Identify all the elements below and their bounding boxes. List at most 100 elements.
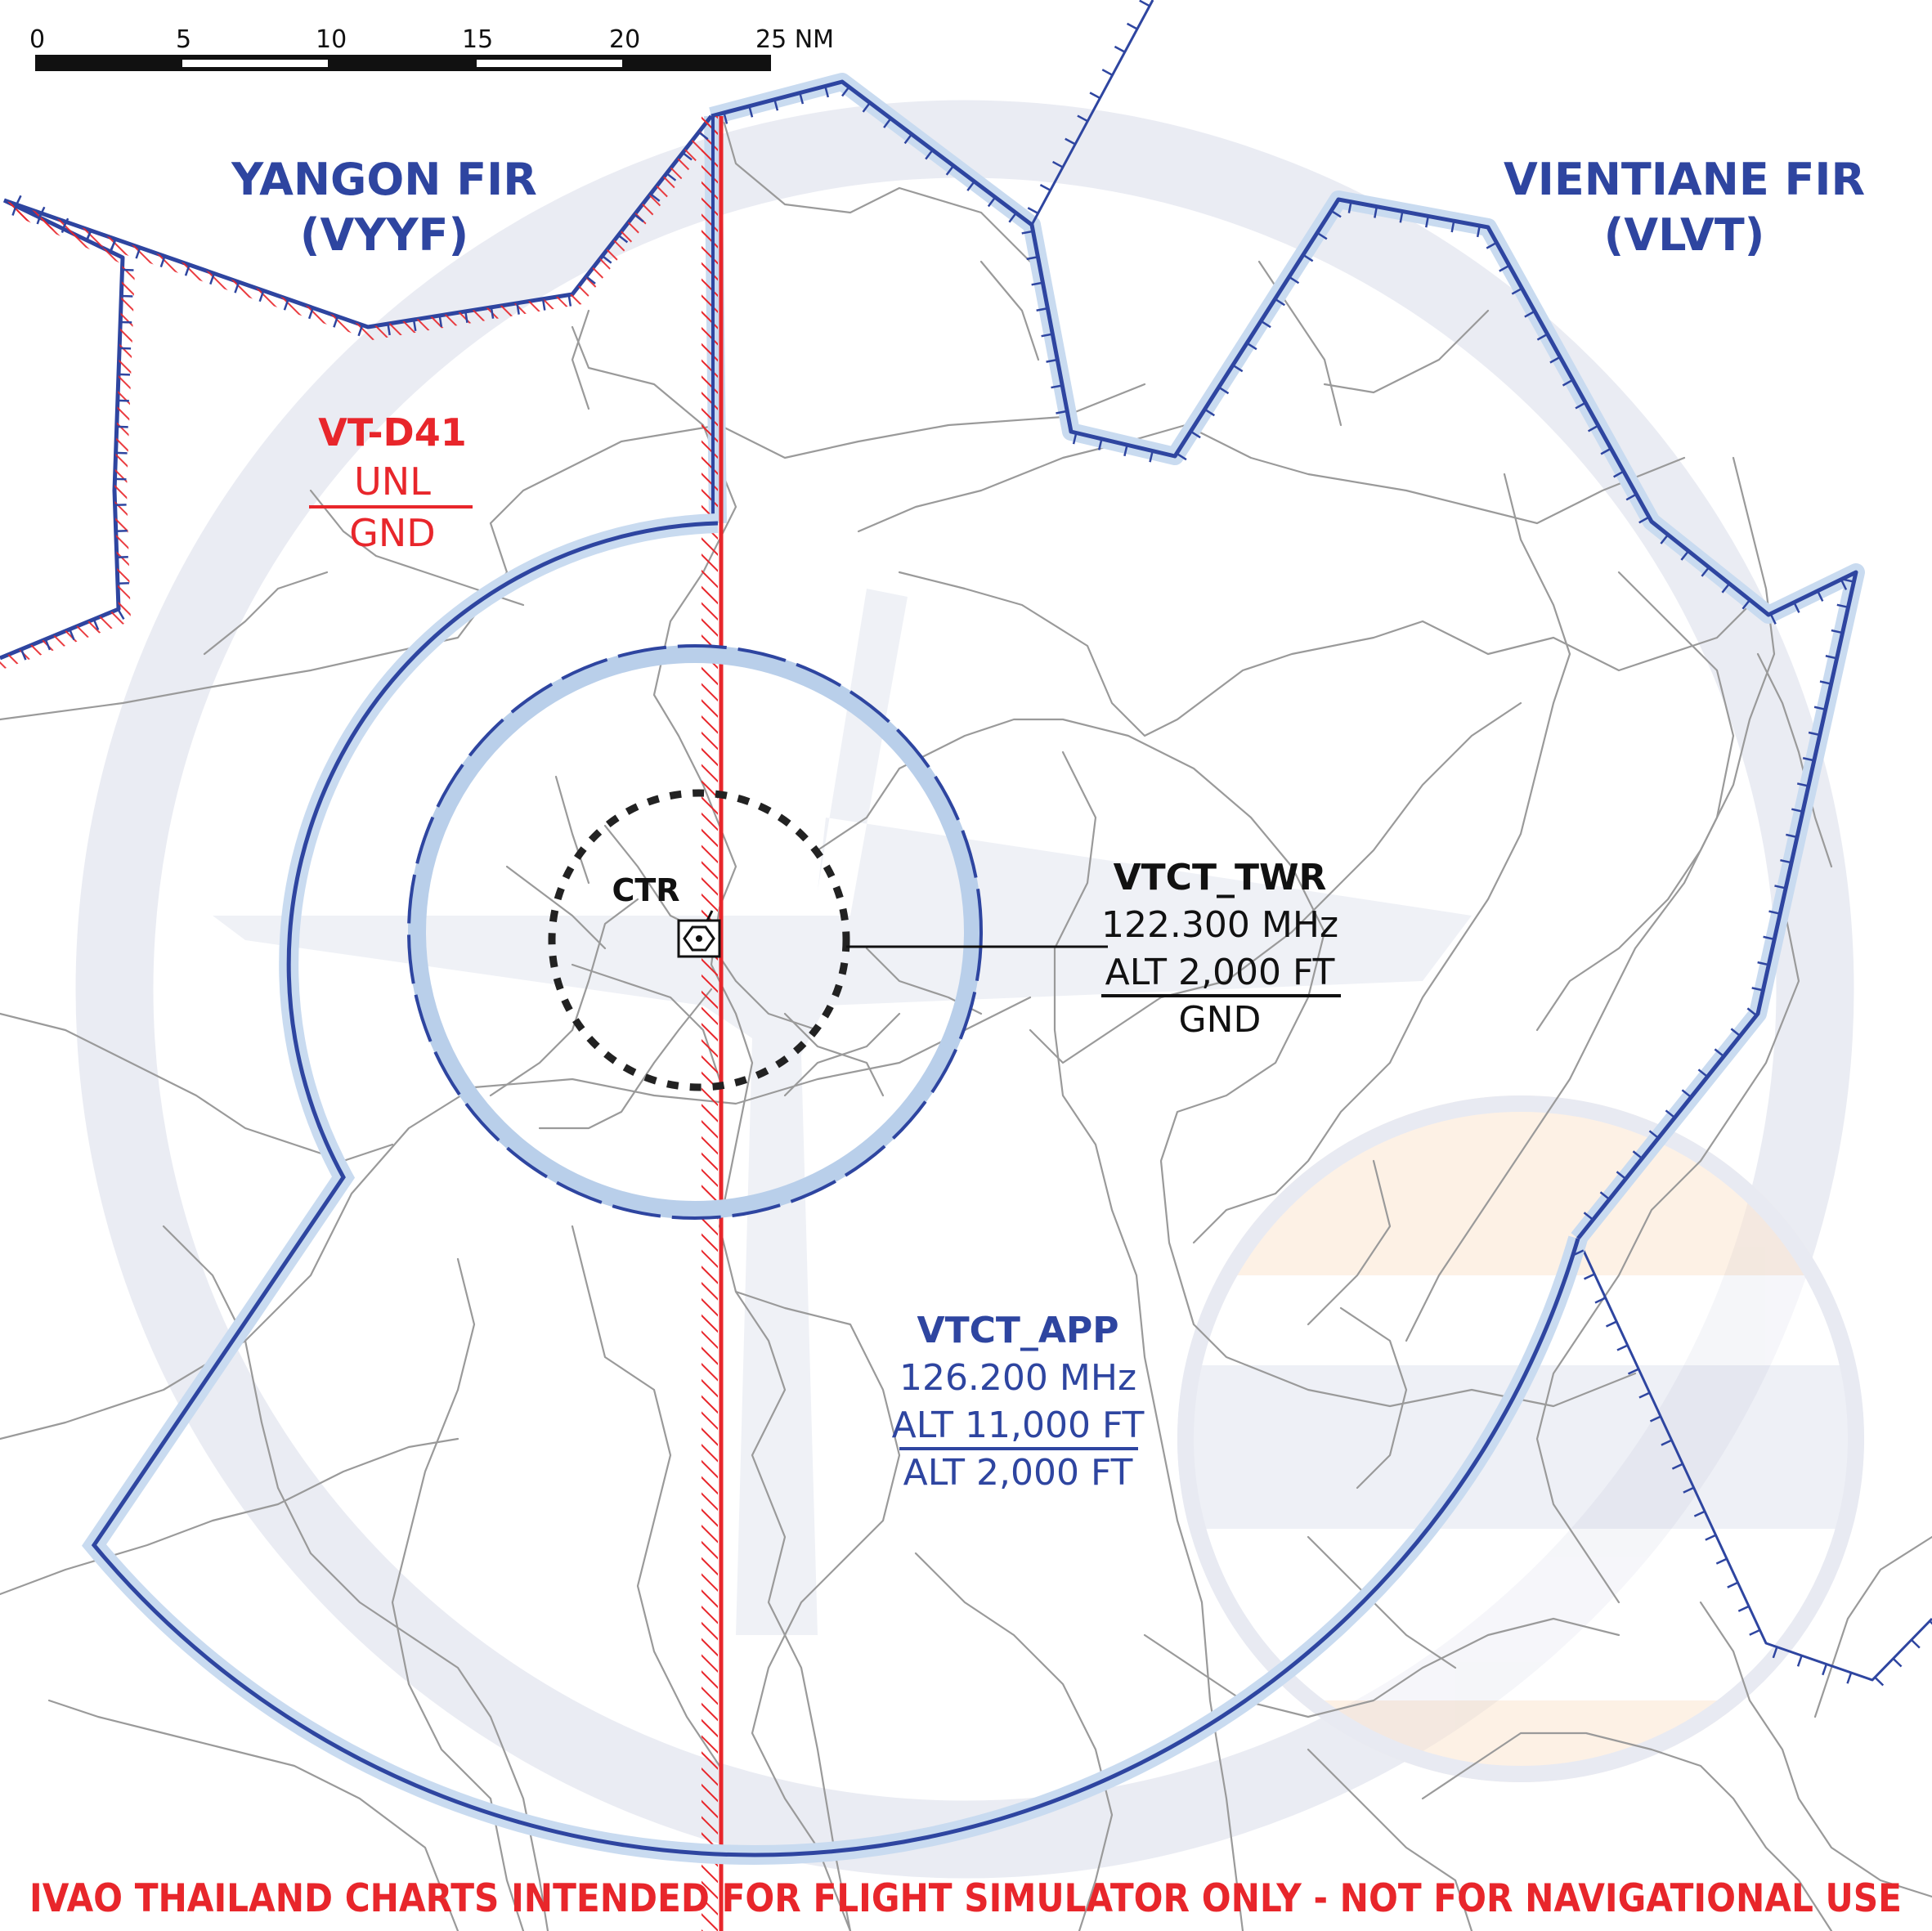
boundary-tick [601, 255, 612, 264]
ctr-boundary [407, 644, 983, 1220]
boundary-tick [1649, 1415, 1661, 1422]
boundary-tick [1114, 45, 1126, 53]
boundary-tick [1126, 22, 1138, 30]
scale-tick-label: 15 [462, 25, 493, 54]
boundary-tick [1813, 706, 1826, 711]
boundary-tick [1808, 731, 1821, 737]
boundary-tick [1840, 579, 1848, 590]
boundary-tick [1929, 1620, 1932, 1625]
approach-frequency: 126.200 MHz [899, 1357, 1136, 1399]
boundary-tick [649, 193, 661, 202]
boundary-tick [1727, 1581, 1739, 1588]
boundary-tick [1605, 1320, 1617, 1328]
boundary-tick [1036, 307, 1048, 311]
boundary-tick [1051, 384, 1063, 389]
boundary-tick [567, 294, 572, 307]
boundary-tick [1139, 0, 1150, 7]
boundary-tick [234, 281, 240, 293]
boundary-tick [1660, 534, 1670, 544]
boundary-tick [1741, 599, 1751, 610]
restricted-area-name: VT-D41 [318, 410, 467, 455]
scale-tick-label: 5 [176, 25, 191, 54]
boundary-tick [1056, 410, 1068, 414]
boundary-tick [1524, 310, 1535, 318]
boundary-tick [1549, 356, 1561, 364]
boundary-tick [723, 112, 728, 124]
boundary-tick [1842, 578, 1854, 583]
boundary-tick [1260, 320, 1271, 329]
boundary-tick [1616, 1344, 1629, 1351]
boundary-tick [1149, 450, 1154, 463]
boundary-tick [1680, 550, 1690, 561]
boundary-tick [258, 290, 265, 302]
boundary-tick [1819, 680, 1831, 685]
boundary-tick [1661, 1439, 1673, 1446]
disclaimer-text: IVAO THAILAND CHARTS INTENDED FOR FLIGHT… [29, 1876, 1902, 1921]
restricted-area-upper-limit: UNL [354, 459, 431, 504]
approach-airspace-boundary [82, 513, 1588, 1865]
boundary-tick [1330, 209, 1342, 218]
boundary-tick [1714, 1048, 1725, 1058]
boundary-tick [1802, 757, 1815, 762]
restricted-area-vt-d41-boundary [0, 116, 724, 1931]
restricted-area-lower-limit: GND [349, 511, 435, 555]
yangon-fir-code: (VYYF) [300, 209, 468, 261]
boundary-tick [1751, 987, 1764, 992]
boundary-tick [1671, 1463, 1683, 1470]
tower-frequency: 122.300 MHz [1101, 904, 1338, 946]
ctr-label: CTR [612, 872, 679, 908]
boundary-tick [1450, 221, 1455, 233]
boundary-tick [773, 99, 779, 111]
vientiane-fir-name: VIENTIANE FIR [1504, 154, 1865, 205]
boundary-tick [333, 316, 339, 328]
boundary-tick [541, 298, 546, 311]
boundary-tick [1796, 782, 1809, 787]
boundary-tick [1910, 1638, 1921, 1649]
boundary-tick [883, 118, 892, 128]
boundary-tick [1246, 342, 1257, 351]
boundary-tick [1836, 603, 1849, 609]
boundary-tick [20, 648, 27, 661]
boundary-tick [966, 181, 975, 191]
boundary-tick [1584, 1273, 1595, 1280]
boundary-tick [1316, 231, 1328, 240]
boundary-tick [634, 213, 644, 223]
boundary-tick [1665, 1109, 1676, 1119]
boundary-tick [1721, 583, 1731, 594]
boundary-tick [1632, 1150, 1643, 1160]
boundary-tick [387, 323, 391, 336]
boundary-tick [1041, 333, 1053, 338]
boundary-tick [1572, 1249, 1585, 1257]
boundary-tick [1638, 1391, 1651, 1399]
boundary-tick [85, 230, 92, 242]
boundary-tick [862, 101, 871, 113]
boundary-tick [135, 247, 141, 259]
boundary-tick [1232, 364, 1244, 373]
boundary-tick [697, 131, 709, 141]
boundary-tick [585, 276, 596, 284]
yangon-fir-name: YANGON FIR [231, 154, 537, 205]
scale-tick-label: 10 [316, 25, 347, 54]
boundary-tick [1693, 1510, 1706, 1517]
ivao-watermark [75, 100, 1854, 1879]
boundary-tick [1730, 1028, 1741, 1037]
boundary-tick [987, 196, 997, 208]
boundary-tick [1499, 264, 1510, 272]
boundary-tick [1831, 629, 1843, 634]
boundary-tick [1190, 430, 1201, 439]
boundary-tick [1008, 212, 1017, 223]
boundary-tick [1204, 408, 1215, 417]
boundary-tick [1072, 432, 1078, 445]
boundary-tick [666, 172, 677, 181]
scale-tick-label: 0 [29, 25, 45, 54]
boundary-tick [1077, 114, 1088, 123]
boundary-tick [1123, 444, 1128, 457]
boundary-tick [1511, 287, 1523, 295]
boundary-tick [1302, 253, 1314, 262]
boundary-tick [1683, 1486, 1695, 1494]
boundary-tick [1757, 961, 1769, 966]
boundary-tick [357, 325, 364, 337]
boundary-tick [1536, 333, 1549, 341]
